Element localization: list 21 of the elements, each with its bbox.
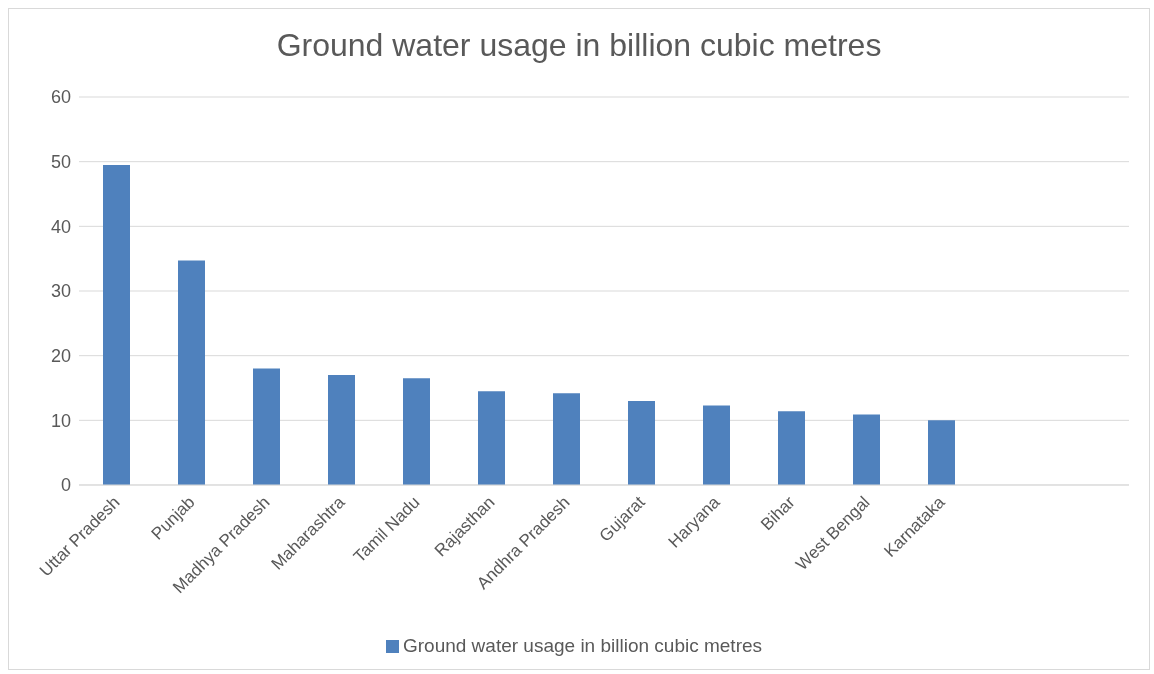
bar	[628, 400, 655, 485]
bar	[703, 405, 730, 485]
bar	[778, 411, 805, 485]
bar	[478, 391, 505, 485]
bar	[328, 375, 355, 485]
y-tick-label: 50	[50, 152, 71, 173]
y-tick-label: 20	[50, 346, 71, 367]
bar	[553, 393, 580, 485]
y-tick-label: 10	[50, 410, 71, 431]
bar	[403, 378, 430, 485]
chart-title: Ground water usage in billion cubic metres	[275, 26, 883, 65]
y-tick-label: 30	[50, 281, 71, 302]
bar	[928, 420, 955, 485]
y-tick-label: 60	[50, 87, 71, 108]
y-tick-label: 0	[60, 475, 71, 496]
bar	[178, 260, 205, 485]
bar	[253, 368, 280, 485]
bar	[103, 164, 130, 485]
y-tick-label: 40	[50, 216, 71, 237]
bar	[853, 414, 880, 485]
legend-label: Ground water usage in billion cubic metres	[402, 635, 763, 656]
